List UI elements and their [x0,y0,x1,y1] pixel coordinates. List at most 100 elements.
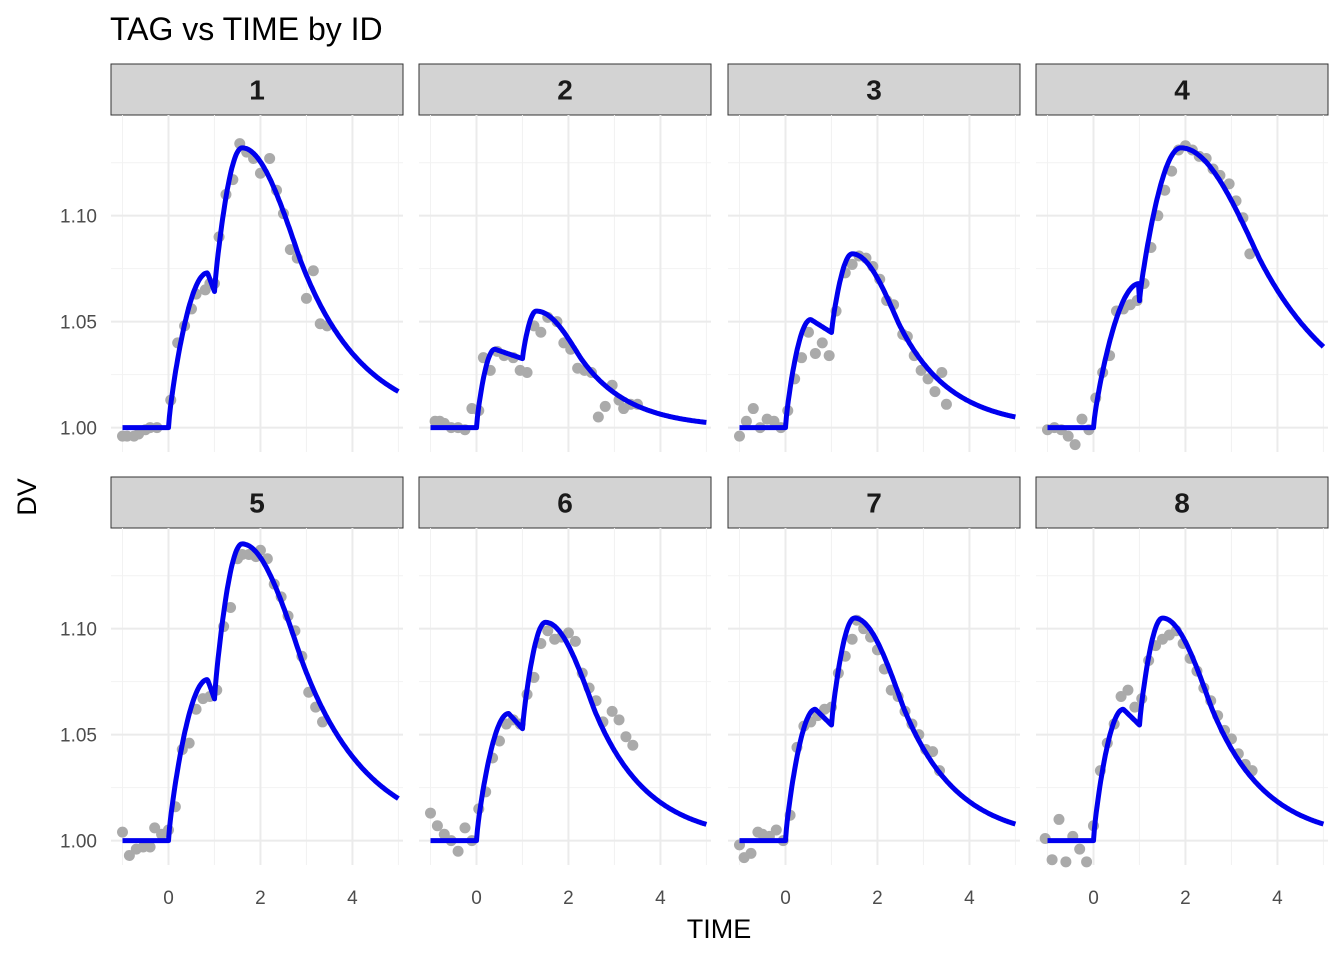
observed-point [424,807,436,819]
x-tick-label: 4 [347,888,358,909]
observed-point [1129,701,1141,713]
strip-background [418,476,712,529]
facet-panel-3: 3 [727,63,1021,452]
x-tick-label: 0 [780,888,791,909]
observed-point [1060,856,1072,868]
observed-point [284,244,296,256]
observed-point [452,845,464,857]
observed-point [740,415,752,427]
observed-point [846,633,858,645]
observed-point [745,847,757,859]
observed-point [936,367,948,379]
fit-line [120,541,400,844]
observed-point [116,826,128,838]
observed-point [823,350,835,362]
observed-point [929,386,941,398]
observed-point [770,824,782,836]
observed-point [300,292,312,304]
facet-panel-4: 4 [1035,63,1329,452]
observed-point [846,258,858,270]
strip-label: 3 [866,75,882,106]
observed-point [1081,856,1093,868]
observed-point [183,737,195,749]
strip-background [110,476,404,529]
observed-point [733,430,745,442]
facet-panels: 1 1.00 1.05 1.10 2 3 4 5 1.00 1.05 1.10 0 2 4 6 0 2 4 7 0 2 4… [60,63,1329,909]
observed-point [922,373,934,385]
y-axis-title: DV [12,478,42,516]
observed-point [1046,854,1058,866]
y-tick-label: 1.10 [60,620,97,641]
y-tick-label: 1.05 [60,726,97,747]
observed-point [144,841,156,853]
x-tick-label: 0 [163,888,174,909]
observed-point [1076,413,1088,425]
y-tick-label: 1.05 [60,313,97,334]
x-tick-label: 2 [1180,888,1191,909]
fit-line [120,145,400,431]
strip-background [418,63,712,116]
fit-line [428,619,708,844]
x-tick-label: 4 [964,888,975,909]
facet-panel-6: 6 0 2 4 [418,476,712,909]
observed-point [535,326,547,338]
observed-point [599,400,611,412]
observed-point [521,367,533,379]
observed-point [927,746,939,758]
observed-point [1074,843,1086,855]
observed-point [569,635,581,647]
observed-point [307,265,319,277]
strip-label: 5 [249,488,265,519]
y-tick-label: 1.10 [60,207,97,228]
fit-line [428,308,708,431]
strip-background [110,63,404,116]
strip-label: 6 [557,488,573,519]
x-axis-title: TIME [687,914,752,944]
observed-point [562,627,574,639]
facet-panel-2: 2 [418,63,712,452]
facet-panel-7: 7 0 2 4 [727,476,1021,909]
strip-background [727,63,1021,116]
facet-panel-1: 1 1.00 1.05 1.10 [60,63,404,452]
observed-point [225,601,237,613]
observed-point [620,731,632,743]
observed-point [1053,813,1065,825]
strip-background [1035,476,1329,529]
observed-point [816,337,828,349]
strip-label: 2 [557,75,573,106]
observed-point [809,347,821,359]
observed-point [1062,430,1074,442]
strip-label: 8 [1174,488,1190,519]
observed-point [264,152,276,164]
observed-point [459,822,471,834]
observed-point [940,398,952,410]
strip-label: 7 [866,488,882,519]
observed-point [747,403,759,415]
x-tick-label: 0 [471,888,482,909]
observed-point [1244,248,1256,260]
facet-panel-8: 8 0 2 4 [1035,476,1329,909]
x-tick-label: 2 [563,888,574,909]
observed-point [592,411,604,423]
fit-line [737,615,1017,844]
strip-label: 4 [1174,75,1190,106]
chart-title: TAG vs TIME by ID [110,11,383,47]
observed-point [1122,684,1134,696]
observed-point [1069,439,1081,451]
x-tick-label: 4 [655,888,666,909]
fit-line [737,251,1017,431]
observed-point [613,714,625,726]
fit-line [1045,615,1325,844]
y-tick-label: 1.00 [60,832,97,853]
strip-background [727,476,1021,529]
observed-point [796,352,808,364]
strip-label: 1 [249,75,265,106]
strip-background [1035,63,1329,116]
y-tick-label: 1.00 [60,419,97,440]
fit-line [1045,145,1326,431]
x-tick-label: 0 [1088,888,1099,909]
facet-panel-5: 5 1.00 1.05 1.10 0 2 4 [60,476,404,909]
observed-point [542,625,554,637]
x-tick-label: 2 [872,888,883,909]
